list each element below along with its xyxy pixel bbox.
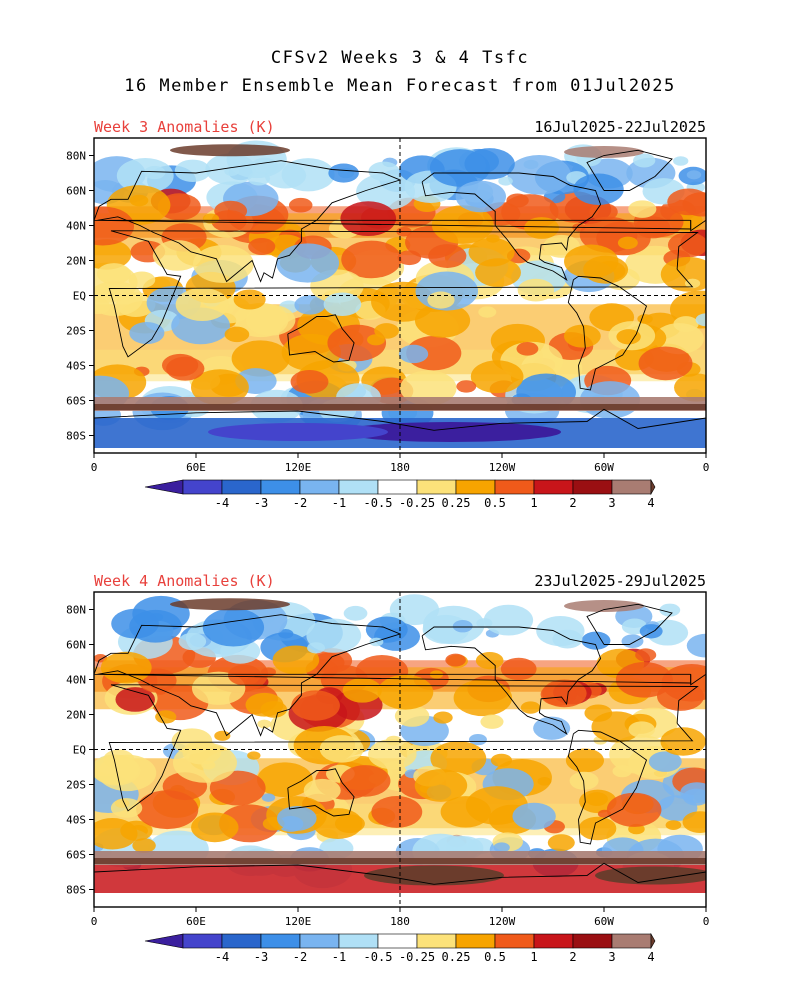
colorbar-min-arrow bbox=[144, 479, 184, 495]
colorbar-min-arrow bbox=[144, 933, 184, 949]
colorbar-swatch bbox=[416, 479, 457, 495]
x-tick-label: 60E bbox=[186, 915, 206, 928]
colorbar-label: 4 bbox=[647, 496, 654, 510]
colorbar-label: -3 bbox=[254, 950, 268, 964]
x-tick-label: 0 bbox=[91, 915, 98, 928]
colorbar-swatch bbox=[572, 933, 613, 949]
colorbar-label: 2 bbox=[569, 950, 576, 964]
y-tick-label: 80N bbox=[66, 150, 86, 163]
x-tick-label: 0 bbox=[703, 461, 710, 474]
colorbar-label: 0.5 bbox=[484, 950, 506, 964]
colorbar-swatch bbox=[416, 933, 457, 949]
x-tick-label: 0 bbox=[703, 915, 710, 928]
colorbar-swatch bbox=[494, 933, 535, 949]
colorbar-label: 2 bbox=[569, 496, 576, 510]
colorbar-label: -0.5 bbox=[364, 496, 393, 510]
colorbar-label: 0.5 bbox=[484, 496, 506, 510]
colorbar-swatch bbox=[611, 933, 652, 949]
colorbar-swatch bbox=[455, 933, 496, 949]
y-tick-label: 20S bbox=[66, 779, 86, 792]
colorbar-swatch bbox=[455, 479, 496, 495]
colorbar-label: 3 bbox=[608, 950, 615, 964]
x-tick-label: 180 bbox=[390, 461, 410, 474]
colorbar-label: 1 bbox=[530, 496, 537, 510]
colorbar-swatch bbox=[221, 479, 262, 495]
week4-dates: 23Jul2025-29Jul2025 bbox=[534, 572, 706, 590]
y-tick-label: 20N bbox=[66, 255, 86, 268]
colorbar-max-arrow bbox=[650, 932, 656, 950]
colorbar-swatch bbox=[377, 933, 418, 949]
x-tick-label: 60E bbox=[186, 461, 206, 474]
y-tick-label: EQ bbox=[73, 744, 86, 757]
colorbar-swatch bbox=[338, 479, 379, 495]
colorbar-label: -3 bbox=[254, 496, 268, 510]
colorbar-label: -4 bbox=[215, 950, 229, 964]
colorbar-label: -1 bbox=[332, 496, 346, 510]
colorbar-label: 3 bbox=[608, 496, 615, 510]
colorbar-label: -1 bbox=[332, 950, 346, 964]
x-tick-label: 120E bbox=[285, 461, 312, 474]
colorbar-label: -0.5 bbox=[364, 950, 393, 964]
colorbar-label: -2 bbox=[293, 950, 307, 964]
y-tick-label: 40S bbox=[66, 360, 86, 373]
x-tick-label: 120E bbox=[285, 915, 312, 928]
week3-label: Week 3 Anomalies (K) bbox=[94, 118, 275, 136]
title-line-2: 16 Member Ensemble Mean Forecast from 01… bbox=[124, 76, 676, 96]
colorbar-swatch bbox=[299, 933, 340, 949]
colorbar-swatch bbox=[260, 479, 301, 495]
colorbar-swatch bbox=[533, 479, 574, 495]
x-tick-label: 180 bbox=[390, 915, 410, 928]
y-tick-label: 40N bbox=[66, 220, 86, 233]
colorbar-label: -0.25 bbox=[399, 950, 435, 964]
colorbar-max-arrow bbox=[650, 478, 656, 496]
colorbar-swatch bbox=[182, 479, 223, 495]
title-line-1: CFSv2 Weeks 3 & 4 Tsfc bbox=[270, 48, 530, 68]
y-tick-label: 80S bbox=[66, 884, 86, 897]
colorbar-swatch bbox=[572, 479, 613, 495]
colorbar-swatch bbox=[182, 933, 223, 949]
y-tick-label: 40N bbox=[66, 674, 86, 687]
y-tick-label: 80N bbox=[66, 604, 86, 617]
y-tick-label: 60N bbox=[66, 185, 86, 198]
colorbar-swatch bbox=[494, 479, 535, 495]
colorbar-label: -2 bbox=[293, 496, 307, 510]
colorbar-label: -0.25 bbox=[399, 496, 435, 510]
y-tick-label: 60N bbox=[66, 639, 86, 652]
x-tick-label: 0 bbox=[91, 461, 98, 474]
colorbar-label: 4 bbox=[647, 950, 654, 964]
colorbar-label: -4 bbox=[215, 496, 229, 510]
week4-label: Week 4 Anomalies (K) bbox=[94, 572, 275, 590]
colorbar-label: 1 bbox=[530, 950, 537, 964]
x-tick-label: 60W bbox=[594, 461, 614, 474]
y-tick-label: 20N bbox=[66, 709, 86, 722]
colorbar-swatch bbox=[299, 479, 340, 495]
week3-dates: 16Jul2025-22Jul2025 bbox=[534, 118, 706, 136]
colorbar-label: 0.25 bbox=[442, 950, 471, 964]
colorbar-swatch bbox=[260, 933, 301, 949]
colorbar-label: 0.25 bbox=[442, 496, 471, 510]
y-tick-label: 20S bbox=[66, 325, 86, 338]
y-tick-label: 60S bbox=[66, 849, 86, 862]
colorbar-swatch bbox=[611, 479, 652, 495]
x-tick-label: 60W bbox=[594, 915, 614, 928]
colorbar-swatch bbox=[338, 933, 379, 949]
colorbar-swatch bbox=[377, 479, 418, 495]
colorbar-swatch bbox=[221, 933, 262, 949]
y-tick-label: 40S bbox=[66, 814, 86, 827]
y-tick-label: 60S bbox=[66, 395, 86, 408]
colorbar-swatch bbox=[533, 933, 574, 949]
y-tick-label: 80S bbox=[66, 430, 86, 443]
x-tick-label: 120W bbox=[489, 915, 516, 928]
y-tick-label: EQ bbox=[73, 290, 86, 303]
x-tick-label: 120W bbox=[489, 461, 516, 474]
